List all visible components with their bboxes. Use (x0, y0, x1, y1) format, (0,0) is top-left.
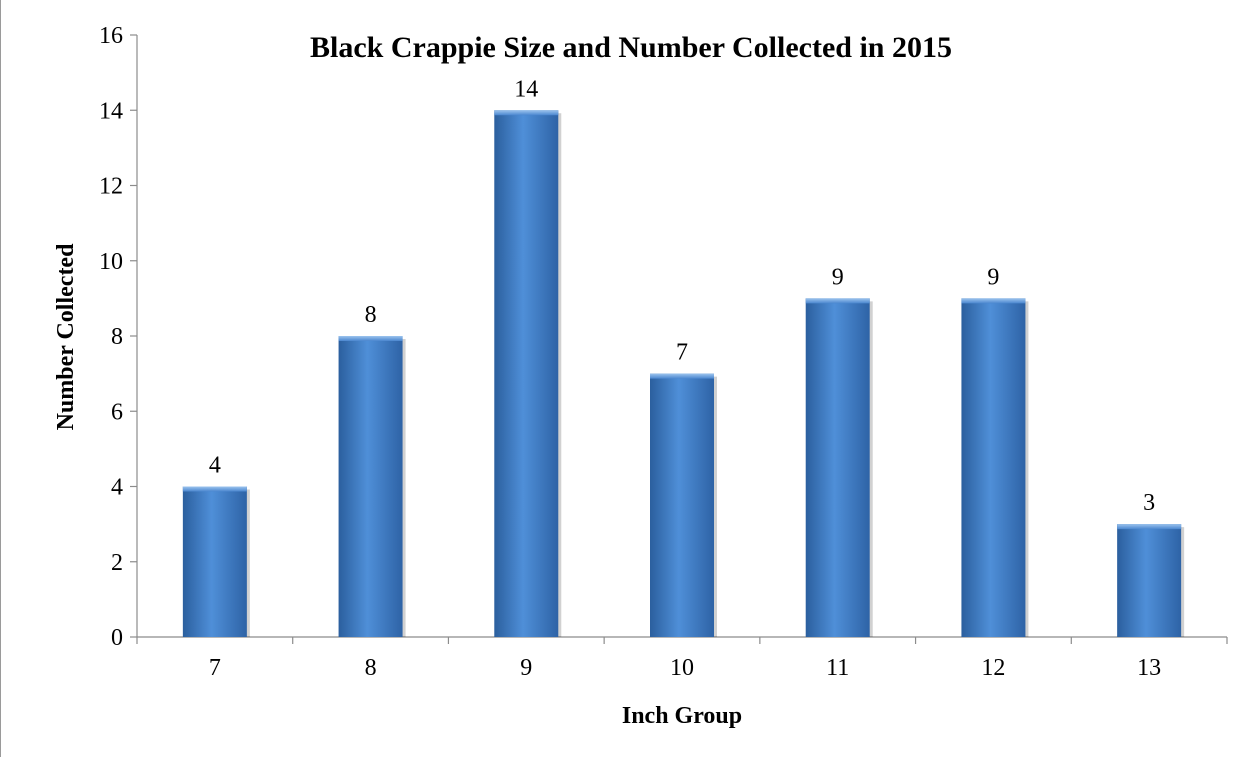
bar (1117, 524, 1182, 637)
bar (182, 486, 247, 637)
x-tick-label: 13 (1137, 655, 1161, 681)
x-tick-label: 7 (209, 655, 221, 681)
data-label: 9 (832, 264, 844, 290)
y-tick-label: 4 (111, 475, 123, 501)
bar-cap (494, 110, 559, 116)
bar-cap (182, 486, 247, 492)
chart-title: Black Crappie Size and Number Collected … (310, 31, 952, 64)
y-axis-title: Number Collected (53, 243, 79, 431)
bar (494, 110, 559, 637)
y-tick-label: 14 (99, 98, 123, 124)
bar-cap (650, 373, 714, 379)
data-label: 4 (209, 453, 221, 479)
x-axis-title: Inch Group (622, 703, 742, 729)
y-tick-label: 10 (99, 249, 123, 275)
bar (961, 298, 1026, 637)
y-tick-label: 2 (111, 550, 123, 576)
data-label: 9 (987, 264, 999, 290)
bar (338, 336, 403, 637)
data-label: 14 (514, 76, 538, 102)
y-tick-label: 0 (111, 625, 123, 651)
x-tick-label: 12 (981, 655, 1005, 681)
data-label: 8 (365, 302, 377, 328)
bar (805, 298, 870, 637)
axes: 0 2 4 6 8 10 12 14 16 7 8 9 10 11 12 13 (99, 23, 1228, 681)
data-labels: 4 8 14 7 9 9 3 (209, 76, 1155, 516)
y-tick-label: 16 (99, 23, 123, 49)
bars (182, 110, 1185, 637)
data-label: 3 (1143, 490, 1155, 516)
bar-cap (338, 336, 403, 341)
bar-cap (961, 298, 1026, 304)
x-tick-label: 9 (520, 655, 532, 681)
bar (650, 373, 714, 637)
x-tick-label: 11 (826, 655, 849, 681)
bar-cap (805, 298, 870, 304)
x-tick-label: 10 (670, 655, 694, 681)
x-tick-label: 8 (365, 655, 377, 681)
bar-cap (1117, 524, 1182, 530)
y-tick-label: 12 (99, 174, 123, 200)
data-label: 7 (676, 340, 688, 366)
y-tick-label: 8 (111, 324, 123, 350)
y-tick-label: 6 (111, 399, 123, 425)
